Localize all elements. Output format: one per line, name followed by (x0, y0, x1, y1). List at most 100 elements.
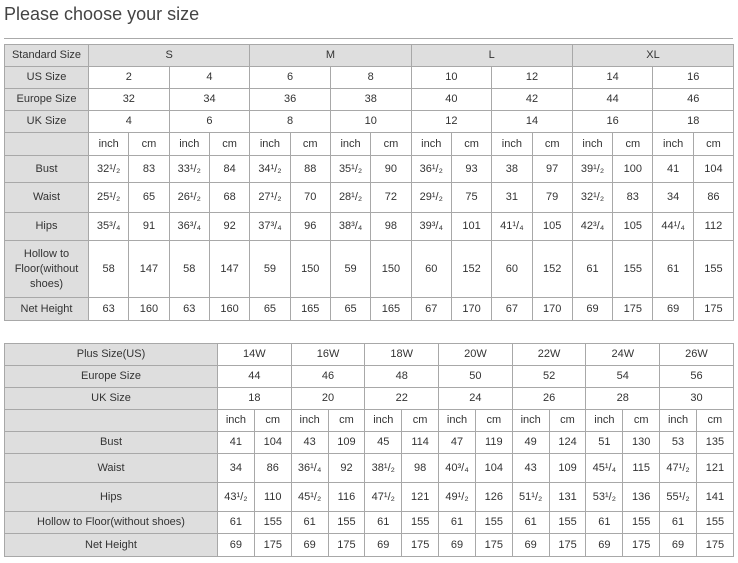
table-cell: 109 (548, 453, 587, 483)
table-cell: 97 (531, 155, 573, 183)
table-cell: 69 (438, 533, 476, 557)
table-row: UK Size 4 6 8 10 12 14 16 18 (4, 110, 735, 133)
table-cell: inch (511, 409, 550, 432)
table-cell: 14W (217, 343, 292, 366)
table-cell: 175 (401, 533, 440, 557)
table-cell: 12 (410, 110, 493, 133)
table-cell: 29¹/₂ (410, 182, 452, 213)
table-cell: 65 (329, 297, 372, 321)
table-cell: 69 (290, 533, 329, 557)
table-cell: inch (168, 132, 210, 156)
row-label: Hollow to Floor(without shoes) (4, 511, 218, 534)
table-cell: inch (364, 409, 403, 432)
table-cell: 88 (289, 155, 331, 183)
table-cell: 175 (695, 533, 734, 557)
table-cell: 86 (253, 453, 292, 483)
table-cell: 40 (410, 88, 493, 111)
table-cell: 104 (253, 431, 292, 454)
table-cell: 53 (659, 431, 697, 454)
table-cell: 24W (585, 343, 661, 366)
table-cell: cm (208, 132, 251, 156)
table-cell: 34 (168, 88, 251, 111)
table-cell: 33¹/₂ (168, 155, 210, 183)
table-cell: 170 (450, 297, 493, 321)
table-cell: 47¹/₂ (364, 482, 403, 512)
table-cell: 47 (438, 431, 476, 454)
table-cell: 150 (370, 240, 412, 298)
table-cell: inch (585, 409, 624, 432)
table-cell: 60 (491, 240, 533, 298)
table-row: inch cm inch cm inch cm inch cm inch cm inch cm inch… (4, 132, 735, 156)
row-label: Bust (4, 431, 218, 454)
table-cell: 41 (652, 155, 694, 183)
table-cell: 32¹/₂ (571, 182, 614, 213)
table-cell: 32 (88, 88, 170, 111)
table-cell: 41¹/₄ (491, 212, 533, 241)
table-cell: 31 (491, 182, 533, 213)
table-cell: 35³/₄ (87, 212, 130, 241)
table-cell: 38³/₄ (329, 212, 372, 241)
table-cell: 61 (217, 511, 255, 534)
table-row: Plus Size(US) 14W 16W 18W 20W 22W 24W 26W (4, 343, 734, 366)
table-cell: 104 (692, 155, 735, 183)
table-cell: 48 (364, 365, 440, 388)
table-cell: cm (128, 132, 170, 156)
table-row: US Size 2 4 6 8 10 12 14 16 (4, 66, 735, 89)
row-label (4, 132, 89, 156)
table-cell: 16 (652, 66, 735, 89)
table-cell: 72 (370, 182, 412, 213)
table-row: Waist 25¹/₂ 65 26¹/₂ 68 27¹/₂ 70 28¹/₂ 72 29¹/₂ 75… (4, 182, 735, 213)
table-cell: inch (249, 132, 291, 156)
table-cell: 175 (548, 533, 587, 557)
table-row: Net Height 63 160 63 160 65 165 65 165 67 170 67 170… (4, 297, 735, 321)
table-cell: 14 (491, 110, 573, 133)
table-cell: 39³/₄ (410, 212, 452, 241)
table-cell: M (249, 44, 412, 67)
table-cell: 68 (208, 182, 251, 213)
row-label: Net Height (4, 533, 218, 557)
table-cell: 8 (329, 66, 412, 89)
row-label (4, 409, 218, 432)
table-cell: 47¹/₂ (659, 453, 697, 483)
table-row: UK Size 18 20 22 24 26 28 30 (4, 387, 734, 410)
table-cell: 92 (208, 212, 251, 241)
table-cell: cm (253, 409, 292, 432)
table-cell: 65 (249, 297, 291, 321)
table-cell: 43 (511, 453, 550, 483)
row-label: Standard Size (4, 44, 89, 67)
row-label: Europe Size (4, 88, 89, 111)
page-title: Please choose your size (4, 4, 200, 24)
table-cell: cm (327, 409, 366, 432)
table-cell: 25¹/₂ (87, 182, 130, 213)
table-cell: 2 (88, 66, 170, 89)
table-cell: 152 (450, 240, 493, 298)
row-label: Hips (4, 212, 89, 241)
table-cell: 44 (571, 88, 654, 111)
table-cell: 63 (168, 297, 210, 321)
table-cell: 67 (410, 297, 452, 321)
table-cell: 165 (289, 297, 331, 321)
table-cell: 155 (327, 511, 366, 534)
row-label: Waist (4, 453, 218, 483)
table-cell: inch (659, 409, 697, 432)
table-cell: 50 (438, 365, 513, 388)
table-cell: 101 (450, 212, 493, 241)
table-cell: 10 (329, 110, 412, 133)
table-cell: 32¹/₂ (87, 155, 130, 183)
table-cell: 38 (329, 88, 412, 111)
table-cell: 150 (289, 240, 331, 298)
table-cell: 155 (612, 240, 654, 298)
table-cell: 6 (249, 66, 331, 89)
table-cell: 59 (249, 240, 291, 298)
table-cell: S (87, 44, 251, 67)
table-cell: 90 (370, 155, 412, 183)
table-cell: 20 (290, 387, 366, 410)
table-cell: inch (290, 409, 329, 432)
table-cell: 75 (450, 182, 493, 213)
table-cell: 93 (450, 155, 493, 183)
title-rule (4, 38, 733, 39)
table-cell: 51 (585, 431, 624, 454)
table-cell: 136 (622, 482, 661, 512)
table-cell: 61 (364, 511, 403, 534)
table-cell: 41 (217, 431, 255, 454)
